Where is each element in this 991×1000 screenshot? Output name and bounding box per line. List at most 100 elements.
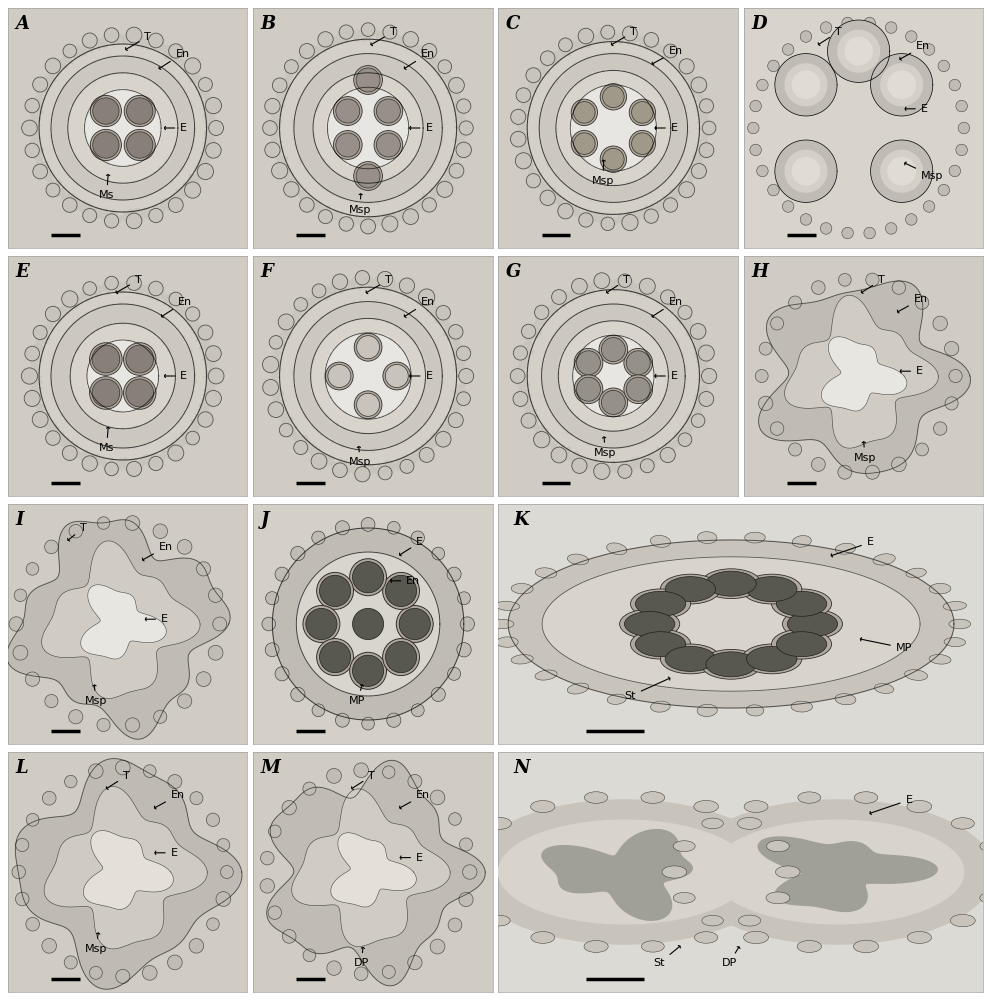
Circle shape bbox=[664, 44, 678, 58]
Circle shape bbox=[679, 182, 695, 198]
Text: Ms: Ms bbox=[99, 175, 114, 200]
Ellipse shape bbox=[568, 554, 589, 565]
Circle shape bbox=[12, 865, 26, 879]
Circle shape bbox=[660, 447, 675, 463]
Circle shape bbox=[746, 577, 797, 602]
Circle shape bbox=[336, 133, 360, 157]
Circle shape bbox=[411, 704, 424, 717]
Text: En: En bbox=[652, 46, 683, 65]
Circle shape bbox=[695, 932, 717, 943]
Circle shape bbox=[558, 203, 573, 219]
Circle shape bbox=[144, 765, 157, 778]
Text: E: E bbox=[155, 848, 177, 858]
Ellipse shape bbox=[511, 655, 533, 664]
Circle shape bbox=[631, 133, 653, 154]
Text: T: T bbox=[352, 771, 375, 789]
Circle shape bbox=[673, 841, 696, 852]
Circle shape bbox=[797, 940, 822, 952]
Text: T: T bbox=[611, 27, 637, 46]
Circle shape bbox=[383, 766, 395, 778]
Circle shape bbox=[217, 839, 230, 851]
Circle shape bbox=[665, 577, 716, 602]
Circle shape bbox=[325, 362, 353, 390]
Circle shape bbox=[758, 396, 773, 411]
Circle shape bbox=[299, 198, 314, 212]
Polygon shape bbox=[682, 800, 991, 944]
Circle shape bbox=[399, 278, 414, 293]
Circle shape bbox=[9, 617, 24, 631]
Circle shape bbox=[624, 375, 653, 404]
Ellipse shape bbox=[650, 535, 671, 547]
Circle shape bbox=[510, 369, 525, 383]
Circle shape bbox=[699, 345, 715, 361]
Circle shape bbox=[694, 800, 718, 813]
Circle shape bbox=[599, 388, 627, 417]
Polygon shape bbox=[759, 281, 970, 473]
Circle shape bbox=[104, 214, 119, 228]
Polygon shape bbox=[323, 332, 413, 421]
Circle shape bbox=[149, 33, 164, 48]
Text: T: T bbox=[819, 27, 841, 45]
Circle shape bbox=[13, 645, 28, 660]
Circle shape bbox=[783, 44, 794, 55]
Circle shape bbox=[665, 646, 716, 671]
Circle shape bbox=[127, 132, 153, 158]
Text: C: C bbox=[505, 15, 520, 33]
Circle shape bbox=[956, 100, 967, 112]
Circle shape bbox=[353, 655, 384, 686]
Polygon shape bbox=[266, 272, 471, 479]
Circle shape bbox=[16, 838, 29, 852]
Circle shape bbox=[198, 412, 213, 427]
Circle shape bbox=[933, 316, 947, 331]
Text: En: En bbox=[652, 297, 683, 317]
Circle shape bbox=[319, 641, 351, 673]
Circle shape bbox=[602, 217, 614, 231]
Circle shape bbox=[812, 457, 826, 471]
Circle shape bbox=[663, 198, 678, 212]
Circle shape bbox=[759, 342, 772, 355]
Text: En: En bbox=[155, 790, 184, 809]
Polygon shape bbox=[498, 820, 750, 924]
Polygon shape bbox=[539, 302, 688, 451]
Circle shape bbox=[660, 644, 720, 674]
Circle shape bbox=[169, 292, 182, 306]
Circle shape bbox=[62, 446, 77, 460]
Circle shape bbox=[385, 364, 408, 388]
Circle shape bbox=[631, 102, 653, 123]
Polygon shape bbox=[15, 759, 242, 989]
Circle shape bbox=[737, 817, 762, 829]
Ellipse shape bbox=[744, 532, 765, 543]
Circle shape bbox=[644, 33, 659, 47]
Circle shape bbox=[489, 915, 510, 926]
Circle shape bbox=[177, 540, 192, 554]
Polygon shape bbox=[37, 289, 210, 463]
Circle shape bbox=[333, 463, 347, 478]
Circle shape bbox=[354, 333, 382, 361]
Circle shape bbox=[167, 775, 182, 789]
Polygon shape bbox=[827, 20, 890, 82]
Circle shape bbox=[116, 969, 130, 983]
Circle shape bbox=[700, 99, 714, 113]
Ellipse shape bbox=[698, 532, 716, 544]
Circle shape bbox=[853, 940, 879, 953]
Circle shape bbox=[361, 219, 376, 234]
Polygon shape bbox=[469, 800, 781, 944]
Polygon shape bbox=[65, 71, 180, 186]
Circle shape bbox=[436, 305, 451, 320]
Polygon shape bbox=[49, 54, 196, 202]
Circle shape bbox=[432, 547, 445, 560]
Circle shape bbox=[447, 567, 461, 581]
Circle shape bbox=[526, 68, 541, 83]
Circle shape bbox=[362, 717, 375, 730]
Circle shape bbox=[837, 465, 852, 479]
Circle shape bbox=[821, 22, 831, 33]
Circle shape bbox=[33, 164, 48, 179]
Circle shape bbox=[124, 95, 156, 127]
Circle shape bbox=[854, 792, 878, 803]
Circle shape bbox=[46, 183, 59, 197]
Circle shape bbox=[385, 575, 416, 607]
Circle shape bbox=[403, 32, 418, 47]
Circle shape bbox=[356, 68, 380, 92]
Circle shape bbox=[622, 26, 637, 41]
Circle shape bbox=[617, 464, 632, 478]
